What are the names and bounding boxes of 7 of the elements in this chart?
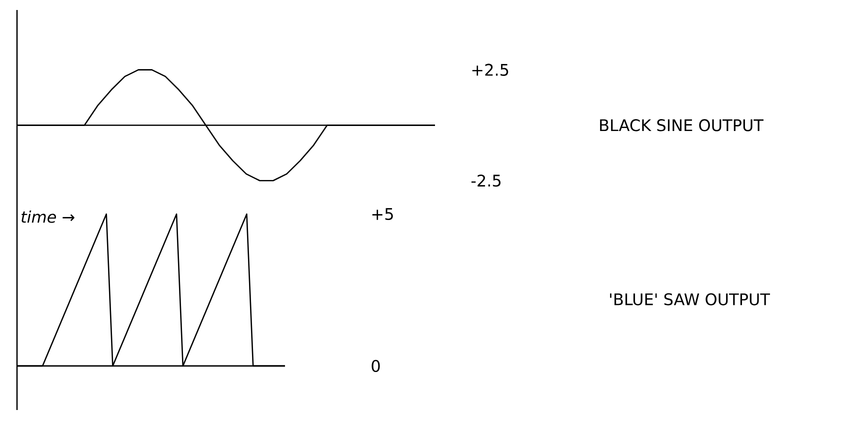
text: 'BLUE' SAW OUTPUT bbox=[610, 293, 770, 306]
y-tick-label: +2.5 bbox=[472, 64, 508, 76]
y-tick-label: -2.5 bbox=[471, 174, 500, 187]
text: BLACK SINE OUTPUT bbox=[600, 119, 764, 132]
y-tick-label: 0 bbox=[372, 360, 380, 372]
y-tick-label: +5 bbox=[372, 208, 393, 220]
x-axis-title: time → bbox=[22, 210, 74, 223]
